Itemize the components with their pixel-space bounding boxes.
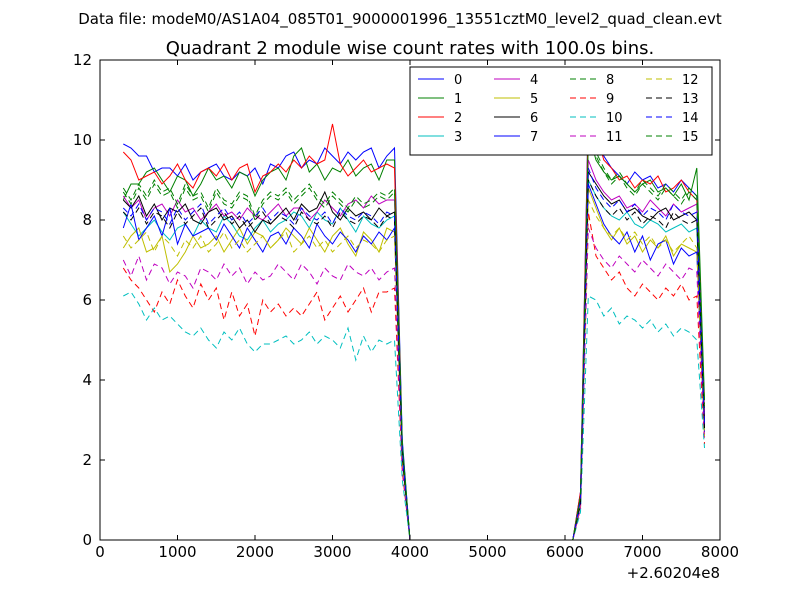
y-tick-label: 2 (82, 451, 92, 469)
series-10-line (123, 291, 705, 541)
y-tick-label: 10 (73, 131, 92, 149)
series-0-line (123, 106, 705, 541)
legend-label-8: 8 (606, 73, 614, 88)
legend-label-7: 7 (530, 130, 538, 145)
x-tick-label: 3000 (313, 543, 351, 561)
y-tick-label: 0 (82, 531, 92, 549)
series-1-line (122, 131, 705, 541)
legend-label-15: 15 (682, 130, 699, 145)
legend-label-2: 2 (454, 111, 462, 126)
series-14-line (122, 167, 705, 541)
series-12-line (122, 199, 705, 541)
legend-label-6: 6 (530, 111, 538, 126)
legend-label-13: 13 (682, 92, 699, 107)
y-tick-label: 6 (82, 291, 92, 309)
legend-label-12: 12 (682, 73, 699, 88)
legend-label-1: 1 (454, 92, 462, 107)
x-tick-label: 7000 (623, 543, 661, 561)
x-tick-label: 5000 (468, 543, 506, 561)
legend-label-0: 0 (454, 73, 462, 88)
series-13-line (122, 179, 705, 541)
figure-suptitle: Data file: modeM0/AS1A04_085T01_90000019… (78, 10, 722, 29)
x-offset-label: +2.60204e8 (627, 564, 720, 582)
series-5-line (122, 187, 705, 541)
legend-label-11: 11 (606, 130, 623, 145)
series-7-line (122, 183, 705, 541)
series-4-line (122, 159, 705, 541)
legend-label-5: 5 (530, 92, 538, 107)
series-11-line (122, 227, 705, 541)
x-tick-label: 0 (95, 543, 105, 561)
legend-label-14: 14 (682, 111, 699, 126)
series-8-line (122, 139, 705, 541)
x-tick-label: 6000 (546, 543, 584, 561)
legend-label-9: 9 (606, 92, 614, 107)
legend-frame (409, 66, 713, 156)
y-tick-label: 12 (73, 51, 92, 69)
legend-label-3: 3 (454, 130, 462, 145)
series-9-line (122, 211, 705, 541)
legend-label-4: 4 (530, 73, 538, 88)
plot-series-group (122, 106, 705, 541)
series-3-line (122, 179, 705, 541)
y-tick-label: 4 (82, 371, 92, 389)
y-tick-label: 8 (82, 211, 92, 229)
x-tick-label: 8000 (701, 543, 739, 561)
x-tick-label: 4000 (391, 543, 429, 561)
x-tick-label: 1000 (158, 543, 196, 561)
x-tick-label: 2000 (236, 543, 274, 561)
chart-title: Quadrant 2 module wise count rates with … (166, 38, 655, 59)
series-6-line (122, 170, 705, 541)
axis-ticks-group: 0 1000 2000 3000 4000 5000 6000 7000 80000246810… (73, 51, 739, 561)
legend-label-10: 10 (606, 111, 623, 126)
series-2-line (122, 115, 705, 541)
